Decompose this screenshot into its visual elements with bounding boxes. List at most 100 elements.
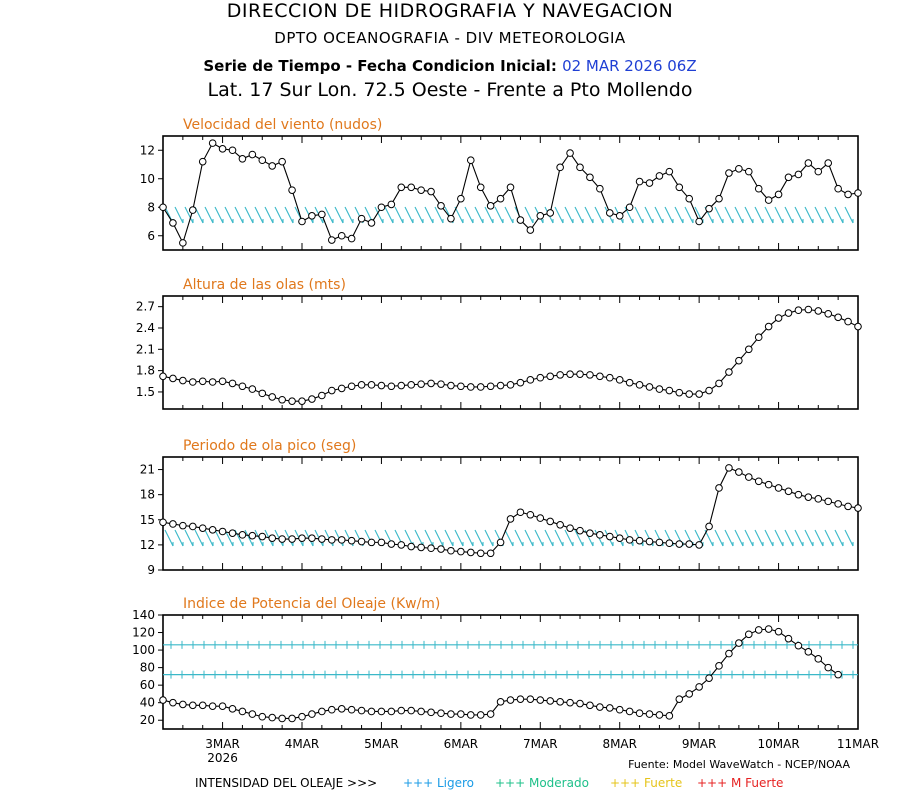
data-point	[744, 630, 753, 639]
data-point	[715, 194, 723, 203]
direction-arrow	[764, 529, 774, 547]
data-point	[754, 626, 763, 634]
direction-arrow	[584, 206, 594, 224]
data-point	[496, 538, 505, 547]
direction-arrow	[674, 206, 684, 224]
data-point	[536, 696, 545, 704]
x-tick-label: 5MAR	[364, 737, 399, 751]
legend-label: INTENSIDAD DEL OLEAJE >>>	[195, 776, 377, 790]
data-point	[725, 368, 733, 376]
direction-arrow	[464, 529, 474, 547]
data-point	[695, 217, 703, 226]
data-point	[586, 701, 594, 710]
data-point	[705, 674, 713, 682]
direction-arrow	[534, 529, 544, 547]
data-point	[586, 173, 594, 182]
data-point	[347, 705, 356, 714]
data-point	[218, 702, 227, 711]
direction-arrow	[204, 529, 214, 547]
data-point	[457, 710, 465, 718]
data-point	[337, 384, 346, 393]
data-point	[377, 707, 386, 716]
data-point	[268, 393, 277, 401]
direction-arrow	[764, 206, 774, 224]
data-point	[208, 139, 217, 147]
data-point	[615, 534, 624, 542]
data-point	[615, 705, 624, 714]
data-point	[397, 381, 406, 390]
data-point	[337, 231, 346, 240]
direction-arrow	[734, 529, 744, 547]
data-point	[417, 186, 425, 194]
y-tick-label: 2.1	[136, 342, 155, 356]
data-point	[506, 696, 515, 704]
data-point	[774, 627, 783, 636]
data-point	[228, 379, 237, 388]
data-point	[367, 707, 376, 716]
direction-arrow	[814, 529, 824, 547]
data-point	[298, 712, 306, 721]
data-point	[784, 634, 793, 643]
direction-arrow	[444, 529, 454, 547]
data-point	[526, 226, 535, 234]
data-point	[278, 714, 286, 723]
data-point	[516, 508, 525, 517]
direction-arrow	[284, 206, 294, 224]
data-point	[188, 378, 197, 386]
data-point	[735, 639, 743, 647]
data-point	[377, 203, 386, 212]
data-point	[814, 307, 823, 315]
data-point	[576, 699, 584, 708]
direction-arrow	[424, 206, 434, 224]
data-point	[159, 518, 167, 527]
data-point	[457, 382, 465, 391]
direction-arrow	[654, 206, 664, 224]
direction-arrow	[794, 206, 804, 224]
y-tick-label: 140	[132, 608, 155, 622]
data-point	[605, 209, 614, 217]
data-point	[179, 376, 187, 385]
y-tick-label: 10	[140, 172, 155, 186]
data-point	[357, 381, 366, 389]
data-point	[238, 531, 247, 539]
y-tick-label: 120	[132, 626, 155, 640]
data-point	[258, 156, 267, 165]
data-point	[625, 707, 634, 716]
data-point	[516, 695, 525, 703]
data-point	[169, 698, 177, 707]
direction-arrow	[754, 529, 764, 547]
data-point	[814, 495, 823, 503]
panel-title-2: Altura de las olas (mts)	[183, 277, 346, 293]
panel-title-3: Periodo de ola pico (seg)	[183, 438, 356, 454]
data-point	[179, 700, 187, 709]
direction-arrow	[564, 206, 574, 224]
direction-arrow	[774, 529, 784, 547]
direction-arrow	[744, 206, 754, 224]
y-tick-label: 9	[147, 563, 155, 577]
data-point	[457, 194, 465, 203]
data-point	[705, 522, 713, 531]
data-point	[218, 377, 227, 386]
data-point	[556, 163, 564, 172]
data-point	[625, 378, 634, 387]
y-tick-label: 1.5	[136, 385, 155, 399]
data-point	[218, 145, 227, 153]
direction-arrow	[524, 529, 534, 547]
data-point	[327, 536, 336, 544]
data-point	[198, 701, 207, 710]
y-tick-label: 80	[140, 661, 155, 675]
data-point	[635, 177, 644, 186]
direction-arrow	[414, 529, 424, 547]
x-tick-label: 9MAR	[682, 737, 717, 751]
header-title: DIRECCION DE HIDROGRAFIA Y NAVEGACION	[226, 0, 674, 22]
direction-arrow	[394, 206, 404, 224]
y-tick-label: 40	[140, 696, 155, 710]
data-point	[744, 167, 753, 176]
data-point	[625, 203, 634, 212]
direction-arrow	[824, 529, 834, 547]
data-point	[208, 526, 217, 534]
direction-arrow	[474, 206, 484, 224]
data-point	[159, 696, 167, 704]
direction-arrow	[684, 206, 694, 224]
